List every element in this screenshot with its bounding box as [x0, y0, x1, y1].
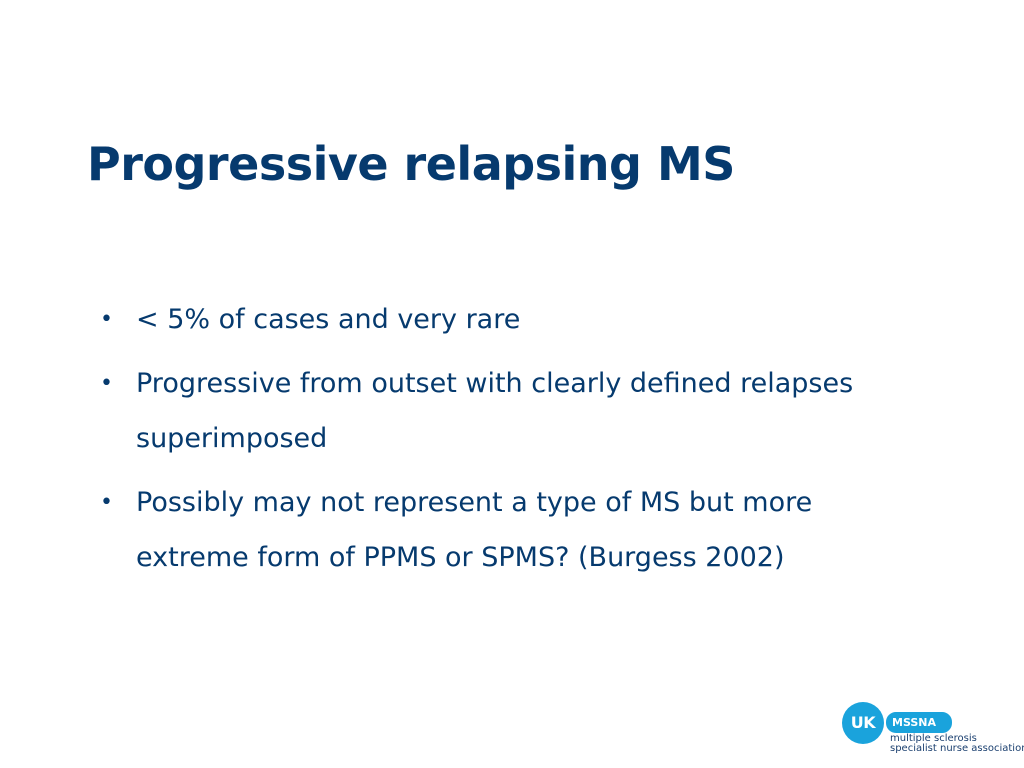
bullet-marker: • [100, 371, 113, 396]
bullet-marker: • [100, 307, 113, 332]
bullet-item: • < 5% of cases and very rare [100, 292, 920, 347]
bullet-text: Possibly may not represent a type of MS … [136, 487, 813, 573]
bullet-list: • < 5% of cases and very rare • Progress… [100, 292, 920, 594]
bullet-marker: • [100, 490, 113, 515]
slide-title: Progressive relapsing MS [87, 137, 735, 191]
bullet-text: < 5% of cases and very rare [136, 304, 521, 335]
logo-uk-circle: UK [842, 702, 884, 744]
bullet-item: • Possibly may not represent a type of M… [100, 475, 920, 585]
bullet-text: Progressive from outset with clearly def… [136, 368, 854, 454]
logo-org-badge: MSSNA [886, 712, 952, 733]
logo-tagline-line2: specialist nurse association [890, 743, 1024, 754]
mssna-logo: MSSNA UK multiple sclerosis specialist n… [842, 700, 1024, 756]
bullet-item: • Progressive from outset with clearly d… [100, 356, 920, 466]
logo-tagline-line1: multiple sclerosis [890, 733, 977, 744]
